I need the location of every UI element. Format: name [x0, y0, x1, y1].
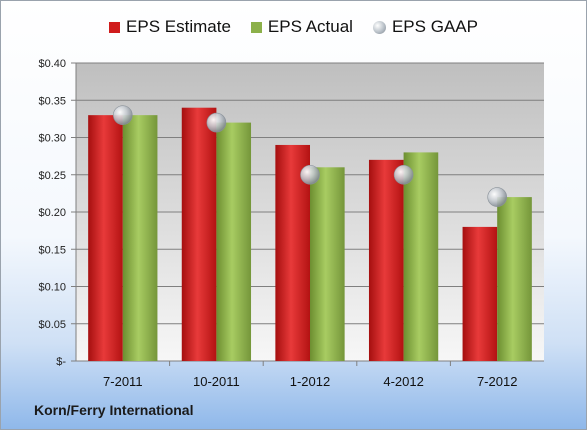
legend-label-gaap: EPS GAAP [391, 17, 478, 36]
bar-eps-actual [122, 115, 158, 362]
y-tick-label: $0.20 [38, 207, 66, 219]
x-tick-label: 4-2012 [383, 374, 423, 389]
legend-label-estimate: EPS Estimate [126, 17, 231, 36]
x-tick-label: 7-2011 [103, 374, 143, 389]
legend-item-actual: EPS Actual [250, 17, 353, 37]
y-tick-label: $0.40 [38, 58, 66, 70]
y-tick-label: $- [56, 356, 66, 368]
marker-eps-gaap [113, 105, 133, 125]
marker-eps-gaap [300, 164, 320, 185]
legend-item-estimate: EPS Estimate [109, 17, 231, 37]
marker-eps-gaap [206, 112, 227, 133]
bar-eps-estimate [181, 107, 217, 361]
chart-legend: EPS Estimate EPS Actual EPS GAAP [1, 17, 586, 37]
x-tick-label: 1-2012 [290, 374, 330, 389]
marker-eps-gaap [487, 187, 508, 207]
y-tick-label: $0.10 [38, 282, 66, 294]
legend-item-gaap: EPS GAAP [372, 17, 478, 37]
legend-swatch-gaap [372, 20, 386, 34]
company-name: Korn/Ferry International [34, 402, 194, 418]
bar-eps-estimate [462, 226, 498, 361]
y-tick-label: $0.35 [38, 95, 66, 107]
legend-label-actual: EPS Actual [267, 17, 353, 36]
bar-eps-actual [310, 167, 345, 361]
bar-eps-estimate [368, 159, 404, 361]
y-tick-label: $0.15 [38, 244, 66, 256]
x-tick-label: 10-2011 [193, 374, 240, 389]
bar-eps-actual [403, 152, 439, 361]
legend-swatch-estimate [109, 21, 121, 33]
y-tick-label: $0.25 [38, 170, 66, 182]
marker-eps-gaap [393, 164, 414, 185]
x-tick-label: 7-2012 [477, 374, 517, 389]
y-tick-label: $0.30 [38, 133, 66, 145]
bar-eps-actual [497, 197, 532, 361]
bar-eps-estimate [88, 115, 123, 362]
y-tick-label: $0.05 [38, 319, 66, 331]
legend-swatch-actual [250, 21, 262, 33]
bar-eps-actual [216, 122, 252, 361]
